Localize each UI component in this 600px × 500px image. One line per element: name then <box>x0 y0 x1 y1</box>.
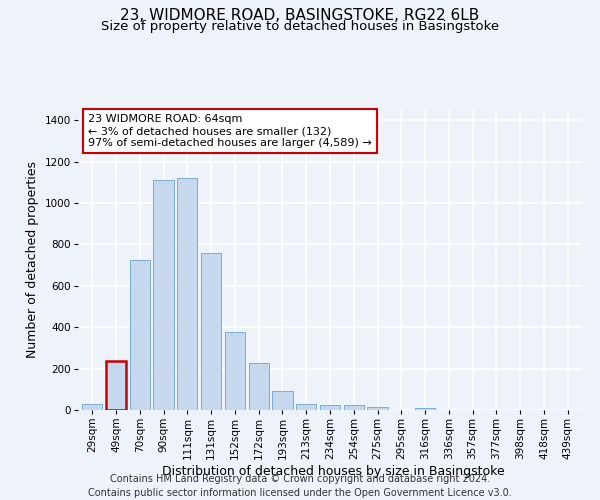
Text: Size of property relative to detached houses in Basingstoke: Size of property relative to detached ho… <box>101 20 499 33</box>
Bar <box>201 253 221 410</box>
Bar <box>296 404 316 410</box>
Bar <box>154 180 173 410</box>
Bar <box>367 407 388 410</box>
Bar <box>272 392 293 410</box>
Text: Distribution of detached houses by size in Basingstoke: Distribution of detached houses by size … <box>161 464 505 477</box>
Bar <box>344 406 364 410</box>
Bar <box>415 408 435 410</box>
Y-axis label: Number of detached properties: Number of detached properties <box>26 162 39 358</box>
Text: 23 WIDMORE ROAD: 64sqm
← 3% of detached houses are smaller (132)
97% of semi-det: 23 WIDMORE ROAD: 64sqm ← 3% of detached … <box>88 114 372 148</box>
Bar <box>320 405 340 410</box>
Bar <box>106 362 126 410</box>
Bar <box>248 364 269 410</box>
Bar <box>130 260 150 410</box>
Bar <box>177 178 197 410</box>
Text: 23, WIDMORE ROAD, BASINGSTOKE, RG22 6LB: 23, WIDMORE ROAD, BASINGSTOKE, RG22 6LB <box>121 8 479 22</box>
Text: Contains HM Land Registry data © Crown copyright and database right 2024.
Contai: Contains HM Land Registry data © Crown c… <box>88 474 512 498</box>
Bar <box>82 404 103 410</box>
Bar <box>225 332 245 410</box>
